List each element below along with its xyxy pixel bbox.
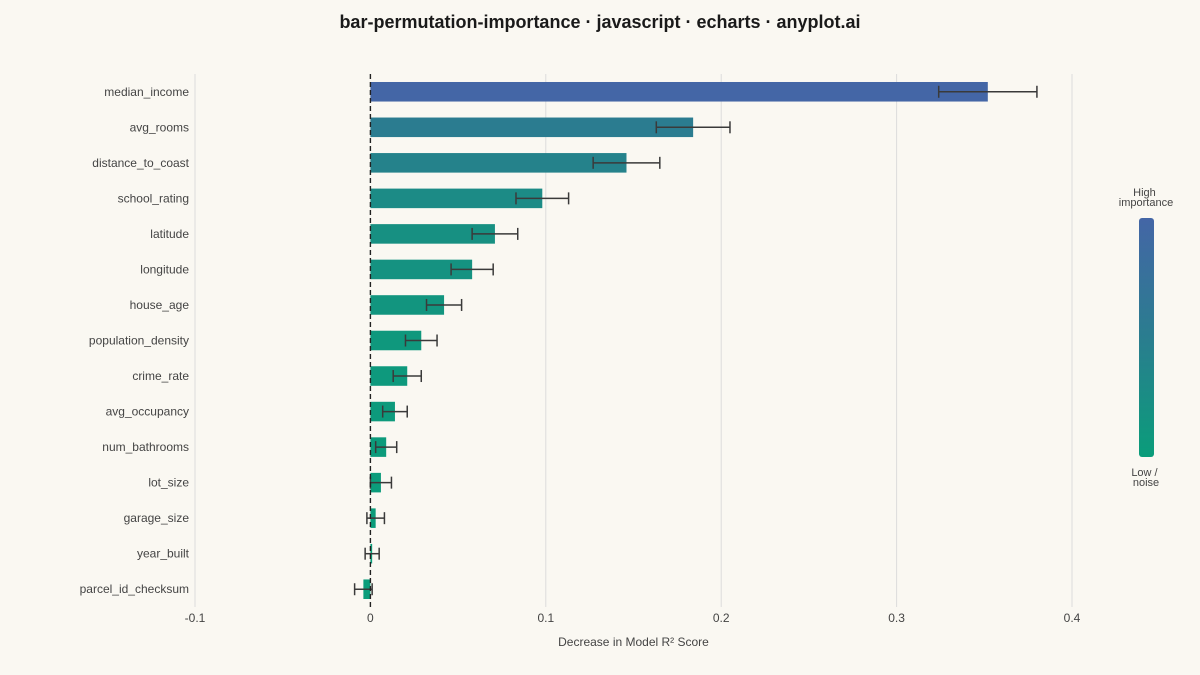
bar-median-income xyxy=(370,81,988,102)
legend-high-line2: importance xyxy=(1119,197,1173,209)
error-bar-longitude xyxy=(450,263,494,276)
error-bar-num-bathrooms xyxy=(374,441,398,454)
x-tick-label: 0.1 xyxy=(537,611,554,625)
x-tick-label: 0.3 xyxy=(888,611,905,625)
error-bar-house-age xyxy=(425,298,463,311)
bars xyxy=(363,81,988,600)
error-bar-crime-rate xyxy=(392,370,423,383)
x-axis-title: Decrease in Model R² Score xyxy=(558,635,709,649)
error-bar-latitude xyxy=(471,227,519,240)
error-bar-avg-occupancy xyxy=(381,405,408,418)
bar-avg-rooms xyxy=(370,117,694,138)
category-label: garage_size xyxy=(124,511,190,525)
category-label: longitude xyxy=(140,262,189,276)
error-bar-median-income xyxy=(937,85,1038,98)
x-tick-label: 0 xyxy=(367,611,374,625)
error-bar-school-rating xyxy=(515,192,570,205)
category-label: latitude xyxy=(150,227,189,241)
bar-latitude xyxy=(370,224,495,244)
error-bar-parcel-id-checksum xyxy=(353,583,373,596)
color-legend: High importance Low / noise xyxy=(1119,187,1173,489)
category-label: avg_rooms xyxy=(130,120,189,134)
category-label: median_income xyxy=(104,85,189,99)
category-label: crime_rate xyxy=(132,369,189,383)
error-bars xyxy=(353,85,1038,596)
category-label: num_bathrooms xyxy=(102,440,189,454)
category-labels: median_income avg_rooms distance_to_coasts… xyxy=(80,85,190,596)
legend-gradient-bar xyxy=(1139,218,1154,457)
legend-low-line2: noise xyxy=(1133,477,1159,489)
svg-text:High importance: High importance xyxy=(1119,187,1173,209)
bar-school-rating xyxy=(370,188,543,209)
bar-crime-rate xyxy=(370,366,408,386)
error-bar-year-built xyxy=(364,547,380,560)
category-label: year_built xyxy=(137,547,190,561)
x-tick-label: 0.2 xyxy=(713,611,730,625)
svg-text:Low / noise: Low / noise xyxy=(1131,467,1160,489)
error-bar-distance-to-coast xyxy=(592,156,661,169)
error-bar-avg-rooms xyxy=(655,121,731,134)
category-label: house_age xyxy=(130,298,190,312)
x-tick-label: -0.1 xyxy=(185,611,206,625)
bar-population-density xyxy=(370,330,422,351)
error-bar-population-density xyxy=(404,334,438,347)
category-label: avg_occupancy xyxy=(106,405,189,419)
category-label: school_rating xyxy=(118,191,189,205)
x-tick-labels: -0.1 0 0.1 0.2 0.3 0.4 xyxy=(185,611,1081,625)
bar-longitude xyxy=(370,259,473,280)
category-label: parcel_id_checksum xyxy=(80,582,189,596)
category-label: lot_size xyxy=(148,476,189,490)
x-tick-label: 0.4 xyxy=(1064,611,1081,625)
category-label: distance_to_coast xyxy=(92,156,189,170)
bar-distance-to-coast xyxy=(370,153,627,173)
category-label: population_density xyxy=(89,334,189,348)
bar-house-age xyxy=(370,295,445,315)
chart-title: bar-permutation-importance · javascript … xyxy=(339,12,860,32)
grid-lines xyxy=(194,74,1073,607)
legend-high-line1: High xyxy=(1133,187,1156,199)
legend-low-line1: Low / xyxy=(1131,467,1158,479)
